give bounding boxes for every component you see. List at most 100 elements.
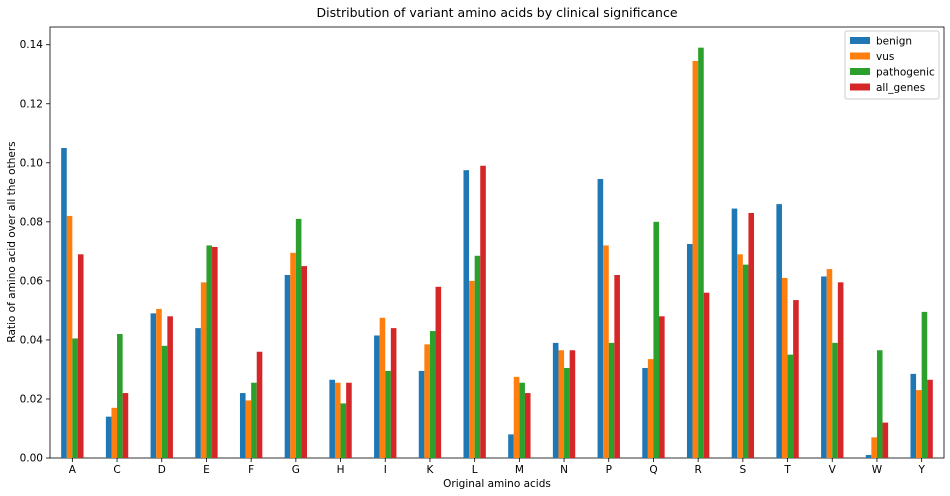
bar-all_genes-L <box>480 165 486 458</box>
legend-label-all_genes: all_genes <box>876 82 925 94</box>
bar-vus-E <box>200 282 207 458</box>
bar-pathogenic-D <box>161 345 168 458</box>
legend-label-pathogenic: pathogenic <box>876 67 935 79</box>
bar-benign-H <box>329 379 335 458</box>
x-tick-label: S <box>740 464 747 476</box>
bar-vus-T <box>781 277 788 458</box>
bar-all_genes-N <box>569 350 576 458</box>
bar-pathogenic-H <box>340 403 347 458</box>
legend-swatch-pathogenic <box>850 68 870 75</box>
bar-pathogenic-N <box>564 367 570 458</box>
bar-all_genes-W <box>882 422 889 458</box>
x-tick-label: F <box>248 464 254 476</box>
bar-all_genes-D <box>167 316 173 458</box>
bar-benign-C <box>105 416 112 458</box>
bar-all_genes-M <box>524 393 531 458</box>
bar-pathogenic-P <box>608 342 615 458</box>
bar-all_genes-P <box>614 274 620 458</box>
bar-benign-G <box>284 274 291 458</box>
y-axis: 0.00 0.02 0.04 0.06 0.08 0.10 0.12 0.14 <box>20 39 50 465</box>
bar-vus-A <box>66 215 73 458</box>
x-tick-label: D <box>158 464 166 476</box>
bar-all_genes-K <box>435 286 442 458</box>
y-tick-label: 0.10 <box>20 157 43 169</box>
bar-vus-W <box>871 437 877 458</box>
bar-benign-A <box>61 148 67 458</box>
plot-area: 0.00 0.02 0.04 0.06 0.08 0.10 0.12 0.14 A C D E F G H… <box>20 26 945 476</box>
bar-vus-S <box>737 254 743 458</box>
x-tick-label: H <box>337 464 345 476</box>
bar-all_genes-G <box>301 266 308 458</box>
y-tick-label: 0.08 <box>20 216 43 228</box>
x-tick-label: I <box>384 464 387 476</box>
bar-benign-P <box>597 179 604 458</box>
bar-benign-F <box>239 393 246 458</box>
chart-title: Distribution of variant amino acids by c… <box>316 5 677 20</box>
legend-swatch-all_genes <box>850 83 870 91</box>
bar-pathogenic-A <box>72 338 78 458</box>
bars-group <box>61 47 933 459</box>
bar-pathogenic-Y <box>921 311 928 458</box>
bar-benign-W <box>865 455 872 458</box>
bar-pathogenic-V <box>832 342 838 458</box>
bar-all_genes-S <box>748 212 755 458</box>
bar-benign-K <box>418 370 425 458</box>
plot-frame <box>49 26 945 459</box>
bar-benign-S <box>731 208 738 458</box>
bar-benign-Q <box>642 367 648 458</box>
bar-pathogenic-T <box>787 354 794 458</box>
bar-benign-I <box>374 335 380 458</box>
bar-all_genes-C <box>122 393 129 458</box>
y-tick-label: 0.04 <box>20 334 44 346</box>
bar-vus-Y <box>916 390 922 458</box>
bar-all_genes-E <box>212 246 218 458</box>
bar-benign-M <box>508 434 514 458</box>
x-tick-label: C <box>113 464 120 476</box>
x-tick-label: L <box>472 464 478 476</box>
bar-benign-N <box>552 342 559 458</box>
bar-pathogenic-W <box>876 350 883 458</box>
x-tick-label: Q <box>649 464 657 476</box>
bar-vus-I <box>379 317 386 458</box>
bar-pathogenic-L <box>474 255 481 458</box>
bar-pathogenic-K <box>429 331 436 458</box>
bar-pathogenic-I <box>385 370 391 458</box>
x-tick-label: P <box>606 464 612 476</box>
bar-pathogenic-G <box>295 218 302 458</box>
bar-pathogenic-Q <box>653 221 660 458</box>
x-tick-label: M <box>515 464 524 476</box>
bar-vus-D <box>156 308 162 458</box>
legend: benign vus pathogenic all_genes <box>844 30 940 100</box>
x-tick-label: G <box>292 464 300 476</box>
bar-all_genes-I <box>390 328 397 458</box>
bar-all_genes-H <box>346 382 352 458</box>
x-tick-label: A <box>69 464 77 476</box>
bar-pathogenic-S <box>742 264 749 458</box>
bar-vus-V <box>826 269 833 458</box>
x-tick-label: T <box>783 464 791 476</box>
bar-all_genes-Y <box>927 379 933 458</box>
bar-pathogenic-E <box>206 245 213 458</box>
bar-vus-P <box>603 245 609 458</box>
y-tick-label: 0.14 <box>20 39 44 51</box>
x-tick-label: E <box>203 464 210 476</box>
bar-vus-R <box>692 60 699 458</box>
legend-swatch-benign <box>850 37 870 44</box>
y-tick-label: 0.02 <box>20 393 43 405</box>
x-tick-label: V <box>829 464 837 476</box>
bar-vus-F <box>245 400 252 458</box>
bar-pathogenic-R <box>698 47 704 458</box>
bar-benign-T <box>776 204 782 458</box>
y-axis-label: Ratio of amino acid over all the others <box>6 141 18 342</box>
bar-vus-H <box>334 382 341 458</box>
bar-all_genes-V <box>837 282 844 458</box>
bar-vus-M <box>513 376 520 458</box>
x-tick-label: W <box>872 464 883 476</box>
bar-vus-C <box>111 407 118 458</box>
x-tick-label: Y <box>917 464 925 476</box>
y-tick-label: 0.06 <box>20 275 44 287</box>
bar-benign-R <box>686 243 693 458</box>
bar-pathogenic-C <box>117 334 123 458</box>
